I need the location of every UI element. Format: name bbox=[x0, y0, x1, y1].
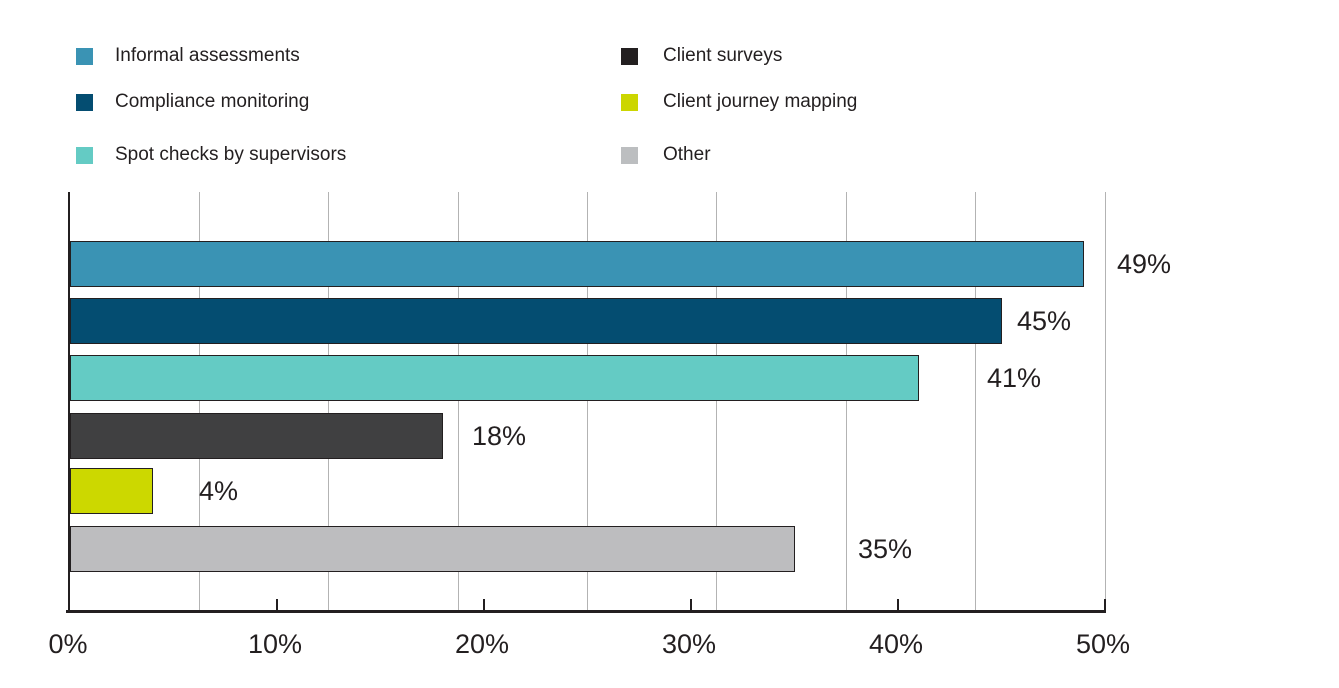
bar-spot-checks-by-supervisors bbox=[70, 355, 919, 401]
data-label-informal-assessments: 49% bbox=[1117, 249, 1172, 279]
gridline bbox=[975, 192, 977, 611]
tick-mark bbox=[276, 599, 278, 611]
x-axis-label: 40% bbox=[868, 629, 924, 659]
legend-item-client-journey-mapping: Client journey mapping bbox=[621, 90, 857, 114]
gridline bbox=[1104, 192, 1106, 611]
x-axis-line bbox=[66, 610, 1106, 613]
legend-item-other: Other bbox=[621, 143, 711, 167]
x-axis-label: 0% bbox=[48, 629, 88, 659]
data-label-client-journey-mapping: 4% bbox=[199, 476, 239, 506]
tick-mark bbox=[897, 599, 899, 611]
legend-item-compliance-monitoring: Compliance monitoring bbox=[76, 90, 309, 114]
bar-client-surveys bbox=[70, 413, 443, 459]
plot-area bbox=[68, 192, 1106, 611]
tick-mark bbox=[690, 599, 692, 611]
bar-client-journey-mapping bbox=[70, 468, 153, 514]
gridline bbox=[716, 192, 718, 611]
bar-compliance-monitoring bbox=[70, 298, 1002, 344]
data-label-client-surveys: 18% bbox=[472, 421, 527, 451]
legend-item-label: Client surveys bbox=[663, 45, 783, 66]
legend-swatch-other bbox=[621, 146, 638, 164]
legend-swatch-compliance-monitoring bbox=[76, 93, 93, 111]
gridline bbox=[198, 192, 200, 611]
legend-item-label: Spot checks by supervisors bbox=[115, 144, 347, 165]
x-axis-label: 50% bbox=[1075, 629, 1131, 659]
bar-other bbox=[70, 526, 795, 572]
legend-item-label: Other bbox=[663, 144, 711, 165]
legend-item-label: Compliance monitoring bbox=[115, 91, 310, 112]
x-axis-label: 30% bbox=[661, 629, 717, 659]
x-axis-label: 20% bbox=[454, 629, 510, 659]
legend-item-informal-assessments: Informal assessments bbox=[76, 44, 300, 68]
x-axis-label: 10% bbox=[247, 629, 303, 659]
tick-mark bbox=[1104, 599, 1106, 611]
gridline bbox=[587, 192, 588, 611]
legend-swatch-informal-assessments bbox=[76, 47, 93, 65]
data-label-spot-checks-by-supervisors: 41% bbox=[987, 363, 1042, 393]
legend-swatch-client-journey-mapping bbox=[621, 93, 638, 111]
legend-swatch-client-surveys bbox=[621, 47, 638, 65]
legend-item-label: Informal assessments bbox=[115, 45, 300, 66]
data-label-other: 35% bbox=[858, 534, 913, 564]
legend-swatch-spot-checks-by-supervisors bbox=[76, 146, 93, 164]
legend-item-label: Client journey mapping bbox=[663, 91, 858, 112]
bar-informal-assessments bbox=[70, 241, 1085, 287]
gridline bbox=[845, 192, 847, 611]
data-label-compliance-monitoring: 45% bbox=[1017, 306, 1072, 336]
tick-mark bbox=[483, 599, 485, 611]
legend-item-spot-checks-by-supervisors: Spot checks by supervisors bbox=[76, 143, 346, 167]
gridline bbox=[328, 192, 330, 611]
legend-item-client-surveys: Client surveys bbox=[621, 44, 782, 68]
gridline bbox=[457, 192, 459, 611]
